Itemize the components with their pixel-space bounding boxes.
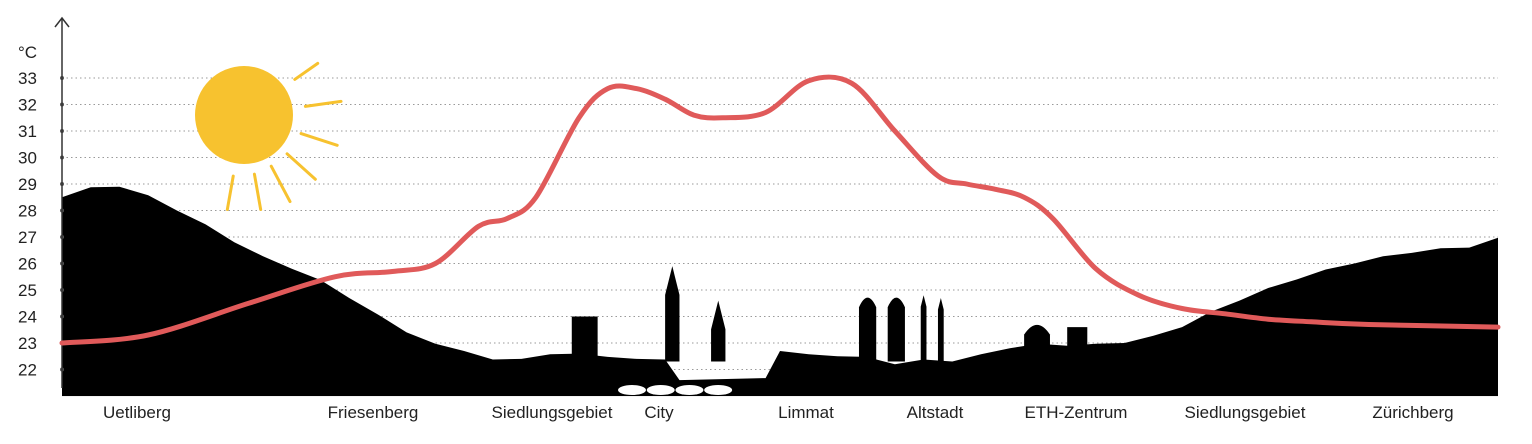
x-category-label: ETH-Zentrum [1025,403,1128,422]
building-silhouette [571,316,598,362]
y-tick-label: 32 [18,96,37,115]
building-silhouette [1024,324,1050,362]
bridge-arch [646,385,675,396]
bridge-arch [675,385,704,396]
y-tick-label: 26 [18,255,37,274]
sun-ray [252,172,263,212]
building-silhouette [937,297,944,362]
y-tick-label: 28 [18,202,37,221]
temperature-line [59,74,1501,346]
x-category-labels: Uetliberg Friesenberg Siedlungsgebiet City L… [103,403,1454,422]
y-tick-label: 22 [18,361,37,380]
city-skyline-silhouette [62,186,1498,397]
terrain-hills [62,186,1498,389]
temperature-series-line [59,74,1501,346]
building-silhouette [711,300,726,362]
y-axis: 22 23 24 25 26 27 28 29 30 31 32 33 [18,16,70,389]
sun-ray [293,61,320,81]
y-tick-label: 29 [18,175,37,194]
y-tick-label: 27 [18,228,37,247]
sun-ray [269,164,292,204]
sun-icon [195,61,343,212]
building-silhouette [858,297,877,362]
building-silhouette [1067,327,1088,362]
x-category-label: Altstadt [907,403,964,422]
sun-disc [195,66,293,164]
building-silhouette [665,266,680,362]
sun-ray [285,152,317,181]
sun-ray [299,132,339,147]
x-category-label: Siedlungsgebiet [492,403,613,422]
y-tick-label: 24 [18,308,37,327]
y-tick-label: 31 [18,122,37,141]
x-category-label: Friesenberg [328,403,419,422]
x-category-label: Uetliberg [103,403,171,422]
bridge-arch [704,385,733,396]
x-category-label: City [644,403,674,422]
y-tick-label: 25 [18,281,37,300]
y-tick-label: 30 [18,149,37,168]
bridge-arch [618,385,646,396]
sun-ray [225,174,235,212]
y-tick-label: 33 [18,69,37,88]
y-tick-label: 23 [18,334,37,353]
building-silhouette [920,295,927,362]
x-category-label: Siedlungsgebiet [1185,403,1306,422]
y-axis-unit-label: °C [18,43,37,62]
y-axis-arrow [54,16,70,28]
ground-strip [62,386,1498,397]
building-silhouette [887,297,905,362]
x-category-label: Zürichberg [1372,403,1453,422]
x-category-label: Limmat [778,403,834,422]
sun-ray [303,99,343,108]
